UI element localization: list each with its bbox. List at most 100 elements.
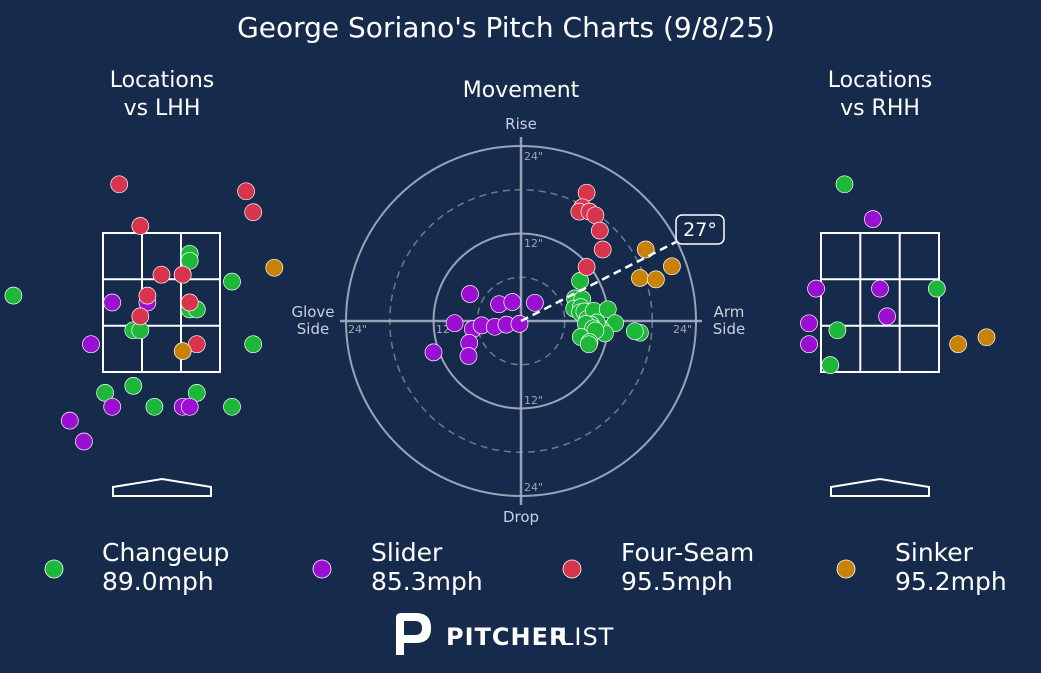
lhh-point-four-seam-4 [152,265,171,284]
movement-point-sinker-3 [663,257,681,276]
lhh-point-slider-5 [180,397,199,416]
rhh-point-slider-1 [807,279,825,298]
movement-point-slider-12 [424,343,443,362]
lhh-point-sinker-1 [173,342,192,360]
rhh-pitch-points [800,175,996,374]
movement-point-slider-2 [503,293,522,311]
lhh-point-slider-6 [60,411,79,430]
lhh-point-four-seam-8 [180,293,199,312]
lhh-point-sinker-0 [265,258,284,277]
rhh-point-changeup-0 [835,175,854,194]
lhh-point-changeup-9 [96,384,114,402]
rhh-point-sinker-1 [977,328,996,347]
axis-label-arm-1: Arm [714,303,745,321]
rhh-point-slider-3 [878,307,896,326]
rhh-point-sinker-0 [949,335,967,354]
lhh-title-line-1: Locations [110,68,215,93]
arm-angle-line [520,240,677,323]
movement-panel: 24" 12" 12" 24" 24" 12" 24" Rise Drop Gl… [291,115,745,526]
lhh-point-four-seam-6 [173,265,192,284]
ring-label-bottom-12: 12" [524,394,543,407]
legend-pitch-sinker: Sinker [895,538,974,567]
lhh-location-panel [4,175,284,497]
movement-point-slider-11 [459,347,478,365]
movement-point-sinker-1 [631,269,649,287]
legend-pitch-changeup: Changeup [102,538,229,567]
legend-pitch-slider: Slider [371,538,443,567]
lhh-point-slider-3 [103,397,122,416]
lhh-point-four-seam-9 [131,307,150,326]
ring-label-top-12: 12" [524,237,543,250]
rhh-title-line-2: vs RHH [840,96,920,121]
lhh-point-changeup-11 [145,397,164,416]
arm-angle-callout: 27° [675,214,725,245]
rhh-point-changeup-2 [828,321,847,340]
movement-point-slider-3 [526,293,544,312]
ring-label-right-24: 24" [673,323,692,336]
movement-point-four-seam-6 [593,240,612,259]
axis-label-arm-2: Side [713,320,745,338]
rhh-point-changeup-1 [927,279,946,298]
logo-text-list: LIST [560,623,614,651]
movement-point-sinker-0 [636,240,655,259]
legend-marker-slider [312,559,332,579]
rhh-home-plate [830,477,930,497]
axis-label-drop: Drop [503,508,539,526]
movement-point-changeup-20 [579,335,598,354]
lhh-point-slider-2 [82,335,100,354]
rhh-location-panel [800,175,996,497]
ring-label-top-24: 24" [524,150,543,163]
legend-speed-changeup: 89.0mph [102,567,214,596]
movement-point-changeup-9 [598,300,617,319]
legend-speed-four-seam: 95.5mph [621,567,733,596]
legend-item-slider: Slider 85.3mph [312,538,483,596]
pitcherlist-logo: PITCHER LIST [396,613,614,655]
legend-item-changeup: Changeup 89.0mph [44,538,229,596]
lhh-point-changeup-7 [223,272,241,291]
movement-point-four-seam-5 [590,221,609,240]
rhh-point-slider-5 [800,335,818,354]
legend-item-four-seam: Four-Seam 95.5mph [562,538,754,596]
rhh-point-changeup-3 [821,356,840,374]
lhh-point-four-seam-7 [138,286,157,305]
legend-item-sinker: Sinker 95.2mph [836,538,1007,596]
axis-label-glove-1: Glove [291,303,334,321]
rhh-panel-title: Locations vs RHH [828,68,933,121]
movement-point-sinker-2 [647,270,665,289]
lhh-point-changeup-12 [187,384,206,402]
rhh-point-slider-0 [864,210,882,228]
axis-label-glove-2: Side [297,320,329,338]
legend-marker-changeup [44,559,64,579]
legend-marker-sinker [836,559,856,579]
lhh-point-four-seam-1 [237,182,255,201]
lhh-point-four-seam-10 [187,335,206,354]
lhh-point-four-seam-3 [131,217,150,235]
lhh-point-four-seam-2 [244,203,263,222]
legend-speed-slider: 85.3mph [371,567,483,596]
legend-marker-four-seam [562,559,582,579]
rhh-title-line-1: Locations [828,68,933,93]
rhh-point-slider-4 [800,314,818,333]
ring-label-bottom-24: 24" [524,481,543,494]
movement-point-slider-9 [445,314,464,333]
rhh-point-slider-2 [871,279,889,298]
ring-label-left-24: 24" [348,323,367,336]
movement-point-changeup-22 [625,322,644,341]
movement-point-four-seam-7 [577,258,596,276]
pitcherlist-p-icon [396,613,431,655]
lhh-point-slider-0 [103,293,122,312]
legend-speed-sinker: 95.2mph [895,567,1007,596]
movement-point-slider-0 [461,285,479,303]
lhh-point-slider-7 [75,432,93,451]
legend: Changeup 89.0mph Slider 85.3mph Four-Sea… [44,538,1007,596]
legend-pitch-four-seam: Four-Seam [621,538,754,567]
lhh-point-four-seam-0 [110,175,129,194]
movement-panel-title: Movement [463,78,580,103]
lhh-point-changeup-0 [4,286,23,305]
lhh-pitch-points [4,175,284,451]
lhh-point-changeup-8 [244,335,263,354]
arm-angle-label: 27° [683,219,717,241]
rhh-strike-zone [820,232,940,373]
lhh-panel-title: Locations vs LHH [110,68,215,121]
